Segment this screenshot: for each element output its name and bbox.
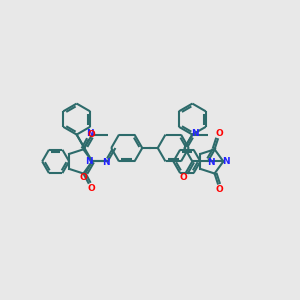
Text: O: O — [87, 130, 95, 139]
Text: N: N — [207, 158, 215, 167]
Text: O: O — [79, 173, 87, 182]
Text: N: N — [191, 129, 199, 138]
Text: N: N — [223, 157, 230, 166]
Text: O: O — [216, 185, 224, 194]
Text: N: N — [85, 157, 93, 166]
Text: N: N — [86, 129, 94, 138]
Text: O: O — [87, 184, 95, 193]
Text: O: O — [179, 173, 187, 182]
Text: O: O — [216, 129, 224, 138]
Text: N: N — [102, 158, 110, 167]
